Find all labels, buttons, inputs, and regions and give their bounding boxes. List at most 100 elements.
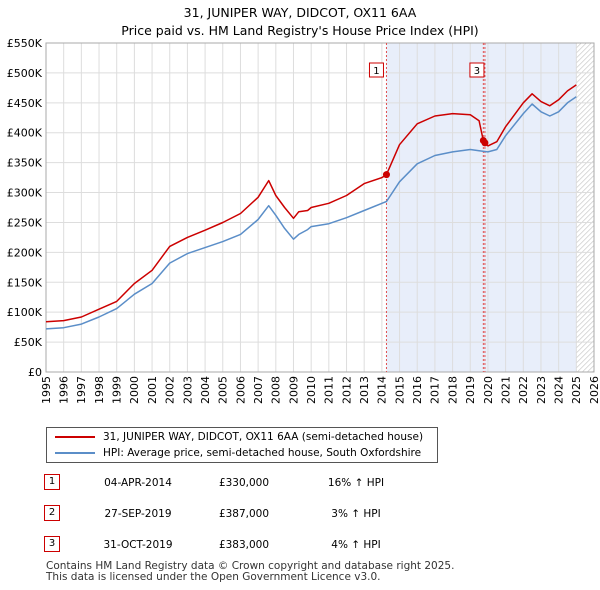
future-hatch-line	[576, 325, 595, 344]
x-tick-label: 2014	[376, 376, 389, 404]
future-hatch-line	[576, 195, 595, 214]
sale-hpi-diff: 16% ↑ HPI	[327, 477, 385, 489]
future-hatch-line	[576, 345, 595, 364]
future-hatch-line	[576, 80, 595, 99]
x-tick-label: 2016	[411, 376, 424, 404]
future-hatch-line	[576, 320, 595, 339]
future-hatch-line	[576, 170, 595, 189]
future-hatch-line	[576, 245, 595, 264]
future-hatch-line	[576, 50, 595, 69]
x-tick-label: 2015	[393, 376, 406, 404]
x-tick-label: 2010	[305, 376, 318, 404]
future-hatch-line	[576, 185, 595, 204]
future-hatch-line	[582, 360, 595, 373]
future-hatch-line	[576, 95, 595, 114]
future-hatch-line	[576, 200, 595, 219]
future-hatch-line	[576, 105, 595, 124]
future-hatch-line	[576, 90, 595, 109]
sale-date: 27-SEP-2019	[104, 508, 172, 520]
future-hatch-line	[576, 135, 595, 154]
x-tick-label: 2001	[146, 376, 159, 404]
sale-price: £387,000	[218, 508, 270, 520]
x-tick-label: 2017	[429, 376, 442, 404]
sale-label-box	[368, 62, 384, 78]
future-hatch-line	[576, 42, 592, 59]
future-hatch-line	[576, 190, 595, 209]
x-tick-label: 1999	[111, 376, 124, 404]
x-tick-label: 2012	[340, 376, 353, 404]
title-line-2: Price paid vs. HM Land Registry's House …	[121, 23, 479, 38]
future-hatch-line	[576, 150, 595, 169]
sale-number-badge: 3	[44, 536, 60, 552]
x-tick-label: 2018	[446, 376, 459, 404]
legend-swatch-hpi	[55, 452, 95, 454]
x-tick-label: 2007	[252, 376, 265, 404]
future-hatch-line	[576, 42, 587, 54]
future-hatch-line	[576, 260, 595, 279]
x-tick-label: 1995	[40, 376, 53, 404]
future-hatch-line	[576, 315, 595, 334]
future-hatch-line	[576, 330, 595, 349]
legend-label-property: 31, JUNIPER WAY, DIDCOT, OX11 6AA (semi-…	[103, 431, 424, 443]
future-hatch-line	[576, 175, 595, 194]
future-hatch-line	[576, 230, 595, 249]
future-hatch-line	[576, 250, 595, 269]
x-tick-label: 2011	[323, 376, 336, 404]
future-hatch-line	[576, 350, 595, 369]
x-tick-label: 1996	[58, 376, 71, 404]
sale-number-badge: 2	[44, 505, 60, 521]
y-tick-label: £350K	[7, 157, 43, 170]
y-tick-label: £0	[28, 366, 42, 379]
future-hatch-line	[576, 125, 595, 144]
future-hatch-line	[576, 155, 595, 174]
sale-label-number: 1	[373, 66, 379, 77]
y-tick-label: £500K	[7, 67, 43, 80]
x-tick-label: 2020	[482, 376, 495, 404]
future-hatch-line	[576, 75, 595, 94]
future-hatch-line	[576, 180, 595, 199]
future-hatch-line	[576, 205, 595, 224]
property-price-line	[45, 84, 577, 323]
future-hatch-line	[576, 45, 595, 64]
legend-item-property: 31, JUNIPER WAY, DIDCOT, OX11 6AA (semi-…	[55, 429, 423, 445]
future-hatch-line	[576, 270, 595, 289]
legend: 31, JUNIPER WAY, DIDCOT, OX11 6AA (semi-…	[46, 427, 438, 463]
plot-frame	[45, 42, 595, 373]
future-hatch-line	[576, 165, 595, 184]
footer: Contains HM Land Registry data © Crown c…	[46, 561, 454, 583]
y-tick-label: £450K	[7, 97, 43, 110]
future-hatch-line	[576, 240, 595, 259]
line-chart: £0 £50K £100K £150K £200K £250K £300K £350K £400…	[7, 37, 600, 404]
future-hatch-line	[576, 42, 582, 49]
x-tick-label: 2019	[464, 376, 477, 404]
future-hatch-line	[576, 55, 595, 74]
future-hatch-line	[576, 145, 595, 164]
future-hatch-line	[576, 85, 595, 104]
sale-price: £383,000	[218, 539, 270, 551]
x-tick-label: 2000	[128, 376, 141, 404]
future-hatch-line	[576, 60, 595, 79]
x-tick-label: 2008	[270, 376, 283, 404]
future-hatch-line	[576, 280, 595, 299]
x-tick-label: 2009	[287, 376, 300, 404]
future-hatch-line	[576, 225, 595, 244]
future-hatch-line	[576, 210, 595, 229]
y-tick-label: £400K	[7, 127, 43, 140]
sale-label-number: 3	[474, 66, 480, 77]
footer-line-1: Contains HM Land Registry data © Crown c…	[46, 560, 455, 572]
x-tick-label: 1998	[93, 376, 106, 404]
x-tick-label: 2025	[570, 376, 583, 404]
future-hatch-line	[576, 65, 595, 84]
x-tick-label: 2022	[517, 376, 530, 404]
future-hatch-line	[576, 285, 595, 304]
x-tick-label: 2024	[552, 376, 565, 404]
sale-label-box	[469, 62, 485, 78]
future-hatch-line	[576, 295, 595, 314]
future-hatch-line	[576, 110, 595, 129]
x-tick-label: 2006	[234, 376, 247, 404]
sale-hpi-diff: 3% ↑ HPI	[331, 508, 381, 520]
future-hatch-line	[576, 255, 595, 274]
future-hatch-line	[576, 265, 595, 284]
future-hatch-line	[576, 220, 595, 239]
sale-number-badge: 1	[44, 474, 60, 490]
